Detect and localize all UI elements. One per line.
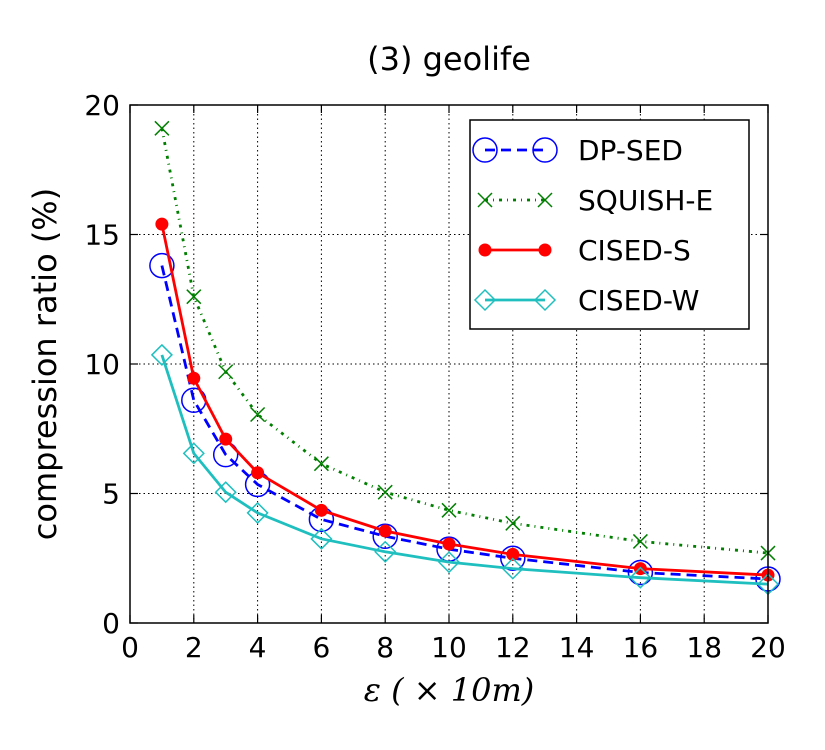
data-point-cised-s — [187, 371, 201, 385]
x-tick-label: 12 — [495, 631, 531, 664]
y-tick-label: 0 — [102, 607, 120, 640]
data-point-cised-w — [182, 442, 205, 465]
data-point-cised-w — [501, 557, 524, 580]
legend-marker-dp-sed — [532, 137, 558, 163]
legend-box — [469, 119, 750, 330]
series-line-cised-s — [160, 223, 769, 577]
x-tick-label: 14 — [559, 631, 595, 664]
data-point-dp-sed — [149, 252, 175, 279]
data-point-cised-w — [629, 566, 652, 589]
series-line-squish-e — [160, 128, 769, 555]
legend-marker-dp-sed — [472, 137, 498, 163]
data-point-squish-e — [313, 456, 329, 472]
legend-marker-cised-w — [473, 288, 497, 312]
x-tick-label: 10 — [431, 631, 467, 664]
data-point-cised-w — [150, 343, 173, 366]
x-tick-label: 2 — [185, 631, 203, 664]
data-point-cised-s — [219, 432, 233, 446]
data-point-cised-w — [214, 481, 237, 504]
data-point-cised-s — [314, 503, 328, 517]
axis-ticks: 0 2 4 6 8 10 12 14 16 18 20 0 5 10 15 20 — [84, 89, 785, 664]
legend-label-cised-s: CISED-S — [578, 234, 691, 267]
data-point-squish-e — [505, 515, 521, 531]
series-squish-e — [154, 120, 776, 561]
data-point-cised-w — [374, 540, 397, 563]
legend: DP-SED SQUISH-E CISED-S CISED-W — [469, 119, 750, 330]
data-point-cised-w — [246, 501, 269, 524]
data-point-squish-e — [250, 406, 266, 423]
data-point-dp-sed — [627, 559, 654, 586]
y-tick-label: 20 — [84, 89, 120, 122]
legend-marker-cised-s — [478, 243, 492, 257]
x-axis-label: ε ( × 10m) — [364, 671, 535, 709]
data-point-cised-s — [506, 547, 520, 561]
x-tick-label: 20 — [750, 631, 786, 664]
legend-marker-cised-s — [538, 243, 552, 257]
data-point-squish-e — [632, 533, 648, 549]
x-tick-label: 8 — [376, 631, 394, 664]
legend-item-squish-e: SQUISH-E — [477, 184, 713, 217]
legend-item-dp-sed: DP-SED — [472, 134, 683, 167]
legend-label-dp-sed: DP-SED — [578, 134, 683, 167]
y-tick-label: 5 — [102, 478, 120, 511]
data-point-squish-e — [186, 289, 202, 305]
data-point-cised-w — [310, 527, 333, 550]
y-tick-label: 15 — [84, 219, 120, 252]
legend-item-cised-w: CISED-W — [473, 284, 700, 317]
x-tick-label: 6 — [312, 631, 330, 664]
x-tick-label: 18 — [686, 631, 722, 664]
data-point-squish-e — [154, 120, 170, 136]
data-point-squish-e — [377, 484, 393, 500]
x-tick-label: 16 — [623, 631, 659, 664]
legend-marker-squish-e — [537, 192, 553, 208]
y-tick-label: 10 — [84, 348, 120, 381]
legend-marker-squish-e — [477, 192, 493, 208]
legend-item-cised-s: CISED-S — [478, 234, 691, 267]
data-point-cised-s — [251, 466, 265, 480]
series-lines — [149, 120, 781, 596]
data-point-squish-e — [441, 502, 457, 518]
data-point-squish-e — [218, 364, 234, 380]
chart-title: (3) geolife — [367, 40, 531, 78]
legend-label-cised-w: CISED-W — [578, 284, 700, 317]
data-point-cised-w — [437, 551, 461, 574]
x-tick-label: 4 — [249, 631, 267, 664]
data-point-cised-s — [378, 524, 392, 538]
data-point-dp-sed — [372, 523, 398, 549]
series-line-cised-w — [160, 354, 769, 586]
data-point-cised-s — [155, 217, 169, 231]
series-cised-w — [150, 343, 780, 596]
series-line-dp-sed — [160, 265, 769, 581]
data-point-dp-sed — [500, 545, 526, 571]
legend-label-squish-e: SQUISH-E — [578, 184, 713, 217]
data-point-cised-s — [442, 537, 456, 551]
x-tick-label: 0 — [121, 631, 139, 664]
y-axis-label: compression ratio (%) — [26, 188, 64, 540]
legend-marker-cised-w — [533, 288, 557, 312]
